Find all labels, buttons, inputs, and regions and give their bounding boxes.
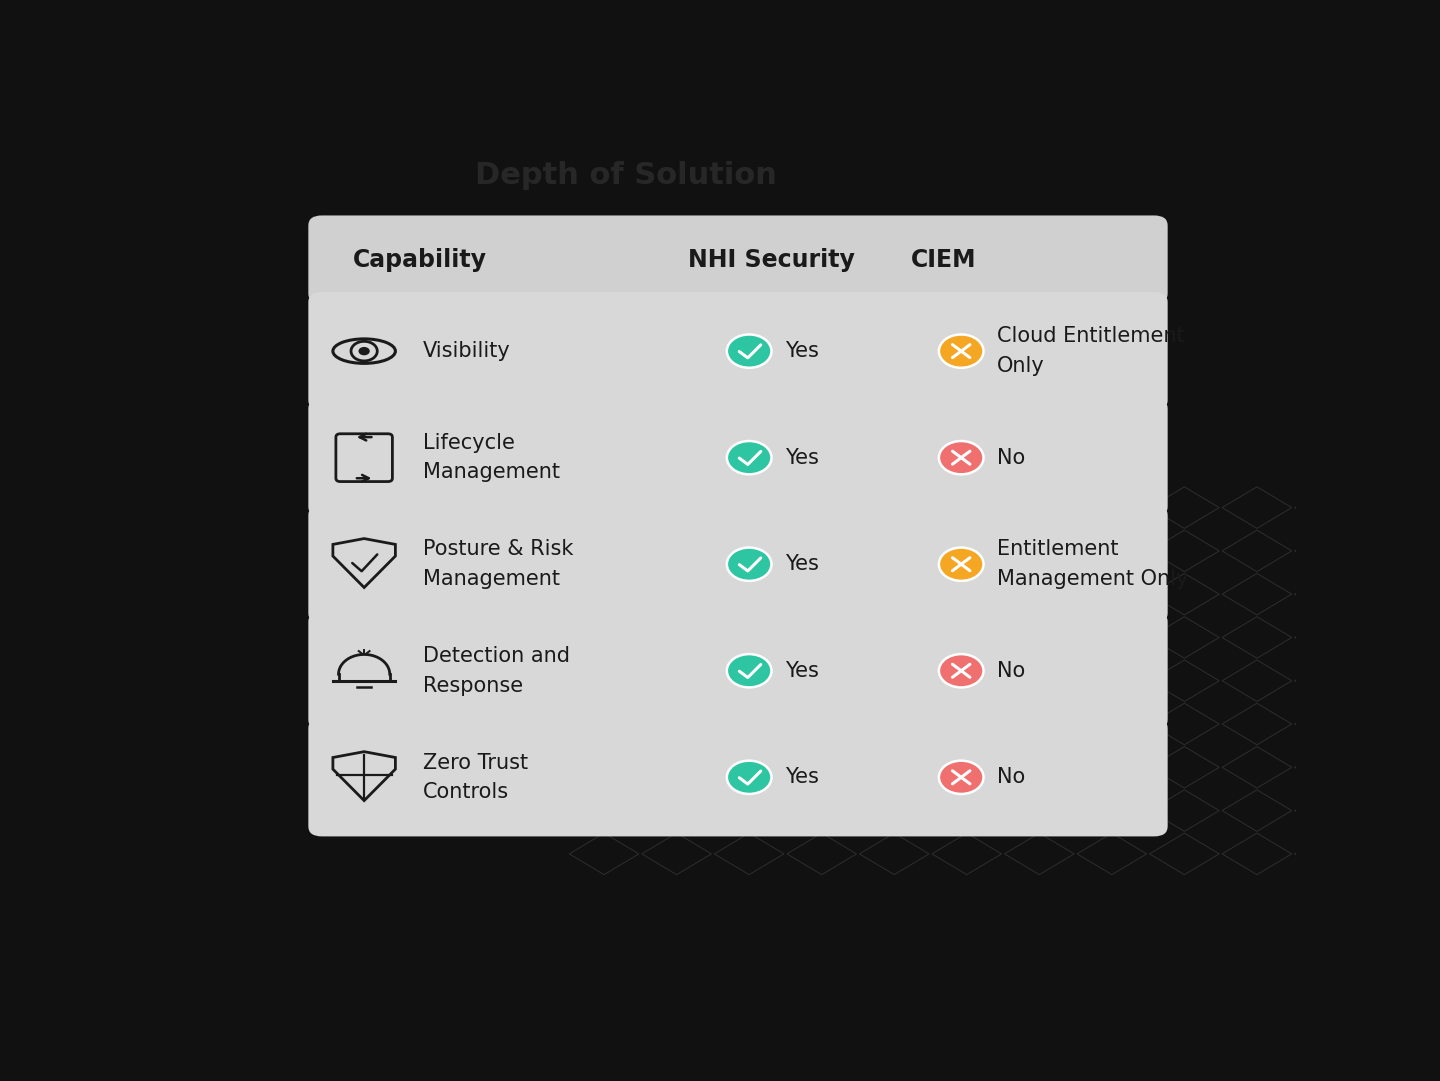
Circle shape [939, 334, 984, 368]
Circle shape [727, 441, 772, 475]
FancyBboxPatch shape [308, 612, 1168, 730]
Text: No: No [996, 448, 1025, 468]
FancyBboxPatch shape [308, 399, 1168, 517]
Circle shape [359, 347, 370, 356]
Circle shape [727, 654, 772, 688]
Text: No: No [996, 660, 1025, 681]
Text: No: No [996, 768, 1025, 787]
FancyBboxPatch shape [308, 215, 1168, 304]
Text: Posture & Risk
Management: Posture & Risk Management [423, 539, 573, 589]
Text: Entitlement
Management Only: Entitlement Management Only [996, 539, 1188, 589]
Circle shape [939, 441, 984, 475]
Circle shape [727, 334, 772, 368]
Text: Yes: Yes [785, 768, 819, 787]
Text: Yes: Yes [785, 342, 819, 361]
Text: Lifecycle
Management: Lifecycle Management [423, 432, 560, 482]
Text: Visibility: Visibility [423, 342, 511, 361]
Text: Yes: Yes [785, 448, 819, 468]
Circle shape [939, 654, 984, 688]
Text: Yes: Yes [785, 660, 819, 681]
Text: NHI Security: NHI Security [688, 248, 855, 271]
Text: Capability: Capability [353, 248, 487, 271]
Text: Detection and
Response: Detection and Response [423, 646, 570, 695]
Text: CIEM: CIEM [912, 248, 976, 271]
Text: Zero Trust
Controls: Zero Trust Controls [423, 752, 528, 802]
Text: Cloud Entitlement
Only: Cloud Entitlement Only [996, 326, 1185, 376]
FancyBboxPatch shape [308, 505, 1168, 624]
FancyBboxPatch shape [308, 718, 1168, 837]
Circle shape [939, 761, 984, 793]
Text: Depth of Solution: Depth of Solution [475, 161, 778, 190]
Text: Yes: Yes [785, 555, 819, 574]
Circle shape [939, 548, 984, 580]
FancyBboxPatch shape [308, 292, 1168, 410]
Circle shape [727, 548, 772, 580]
Circle shape [727, 761, 772, 793]
